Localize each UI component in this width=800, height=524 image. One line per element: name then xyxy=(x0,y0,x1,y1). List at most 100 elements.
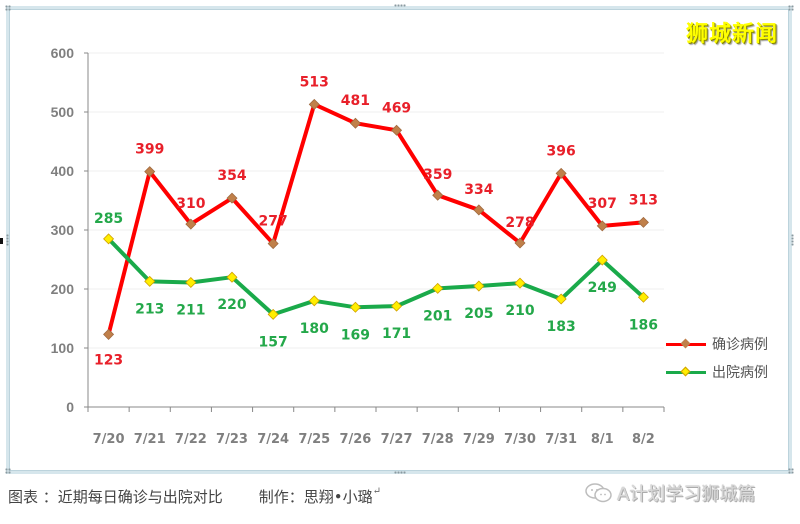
caption-author-label: 制作：思翔•小璐 xyxy=(258,488,373,506)
y-tick-label: 400 xyxy=(51,163,75,179)
data-label: 169 xyxy=(341,327,370,343)
paragraph-mark: ↵ xyxy=(372,486,382,497)
data-point-marker xyxy=(514,277,526,289)
data-point-marker xyxy=(349,117,361,129)
data-label: 359 xyxy=(423,167,452,183)
data-label: 249 xyxy=(588,280,617,296)
x-tick-label: 7/30 xyxy=(504,432,536,447)
resize-handle-top[interactable] xyxy=(394,4,406,7)
data-point-marker xyxy=(185,276,197,289)
brand-logo: 狮城新闻 xyxy=(685,22,778,47)
data-point-marker xyxy=(144,275,156,287)
series-line-discharged xyxy=(107,237,645,317)
y-tick-label: 200 xyxy=(51,281,75,297)
resize-handle-bottom-left[interactable] xyxy=(5,468,11,474)
data-label: 157 xyxy=(259,334,288,350)
legend-swatch-discharged xyxy=(666,366,706,378)
x-tick-label: 8/1 xyxy=(591,432,614,447)
data-label: 123 xyxy=(94,352,123,368)
x-tick-label: 7/22 xyxy=(175,432,207,447)
data-label: 399 xyxy=(135,142,164,158)
x-tick-label: 7/24 xyxy=(257,432,289,447)
data-point-marker xyxy=(226,271,238,283)
resize-handle-left[interactable] xyxy=(6,234,9,246)
data-point-marker xyxy=(432,189,444,201)
data-label: 201 xyxy=(423,308,452,324)
data-point-marker xyxy=(267,308,279,320)
y-tick-label: 0 xyxy=(66,399,74,415)
data-label: 278 xyxy=(505,215,534,231)
data-label: 183 xyxy=(547,319,576,335)
data-point-marker xyxy=(267,238,279,250)
resize-handle-bottom[interactable] xyxy=(394,471,406,474)
text-cursor-mark xyxy=(0,238,3,244)
data-label: 310 xyxy=(176,196,205,212)
watermark: A计划学习狮城篇 xyxy=(585,480,755,506)
caption-figure-label: 图表 ：近期每日确诊与出院对比 xyxy=(8,488,223,506)
y-tick-label: 600 xyxy=(51,45,75,61)
data-label: 396 xyxy=(547,143,576,159)
data-label: 220 xyxy=(217,297,246,313)
x-tick-label: 7/31 xyxy=(545,432,577,447)
data-point-marker xyxy=(349,301,361,313)
resize-handle-bottom-right[interactable] xyxy=(788,468,794,474)
data-point-marker xyxy=(391,124,403,136)
data-label: 186 xyxy=(629,317,658,333)
data-point-marker xyxy=(226,192,238,204)
data-label: 205 xyxy=(464,306,493,322)
legend-swatch-confirmed xyxy=(666,338,706,350)
legend-item-confirmed: 确诊病例 xyxy=(666,330,768,358)
data-point-marker xyxy=(514,237,526,249)
series-line-confirmed xyxy=(106,102,644,335)
data-label: 211 xyxy=(176,303,205,319)
x-tick-label: 7/29 xyxy=(463,432,495,447)
x-tick-label: 7/25 xyxy=(298,432,330,447)
x-tick-label: 8/2 xyxy=(632,432,655,447)
x-tick-label: 7/28 xyxy=(422,432,454,447)
data-label: 180 xyxy=(300,321,329,337)
data-point-marker xyxy=(473,204,485,216)
x-tick-label: 7/20 xyxy=(93,432,125,447)
data-label: 469 xyxy=(382,100,411,116)
data-label: 285 xyxy=(94,211,123,227)
resize-handle-top-left[interactable] xyxy=(5,5,11,11)
chart-legend: 确诊病例 出院病例 xyxy=(666,330,768,386)
data-label: 171 xyxy=(382,326,411,342)
resize-handle-right[interactable] xyxy=(791,234,794,246)
data-point-marker xyxy=(391,300,403,312)
data-label: 334 xyxy=(464,182,493,198)
x-tick-label: 7/27 xyxy=(381,432,413,447)
data-point-marker xyxy=(637,216,649,228)
x-tick-label: 7/23 xyxy=(216,432,248,447)
y-tick-label: 100 xyxy=(51,340,75,356)
line-chart: 0 100 200 300 400 500 600 7/20 7/21 7/22 7/23 7/24 7… xyxy=(51,45,665,447)
data-label: 354 xyxy=(217,168,246,184)
y-tick-label: 500 xyxy=(51,104,75,120)
x-tick-label: 7/21 xyxy=(134,432,166,447)
legend-label-confirmed: 确诊病例 xyxy=(712,337,768,353)
figure-caption: 图表 ：近期每日确诊与出院对比 制作：思翔•小璐 ↵ xyxy=(8,486,381,507)
resize-handle-top-right[interactable] xyxy=(788,5,794,11)
y-tick-label: 300 xyxy=(51,222,75,238)
data-point-marker xyxy=(596,220,608,232)
data-label: 313 xyxy=(629,192,658,208)
wechat-icon xyxy=(585,483,612,503)
data-point-marker xyxy=(637,291,649,303)
x-tick-label: 7/26 xyxy=(339,432,371,447)
data-point-marker xyxy=(473,280,485,292)
watermark-text: A计划学习狮城篇 xyxy=(617,484,756,505)
data-point-marker xyxy=(308,295,320,307)
data-label: 307 xyxy=(588,196,617,212)
data-point-marker xyxy=(555,293,567,305)
data-point-marker xyxy=(144,166,156,178)
data-point-marker xyxy=(432,282,444,294)
data-point-marker xyxy=(103,328,115,340)
data-label: 210 xyxy=(505,303,534,319)
legend-item-discharged: 出院病例 xyxy=(666,358,768,386)
data-label: 277 xyxy=(259,214,288,230)
data-point-marker xyxy=(555,167,567,179)
data-label: 481 xyxy=(341,93,370,109)
data-point-marker xyxy=(103,233,115,245)
data-point-marker xyxy=(308,98,320,110)
legend-label-discharged: 出院病例 xyxy=(712,365,768,381)
